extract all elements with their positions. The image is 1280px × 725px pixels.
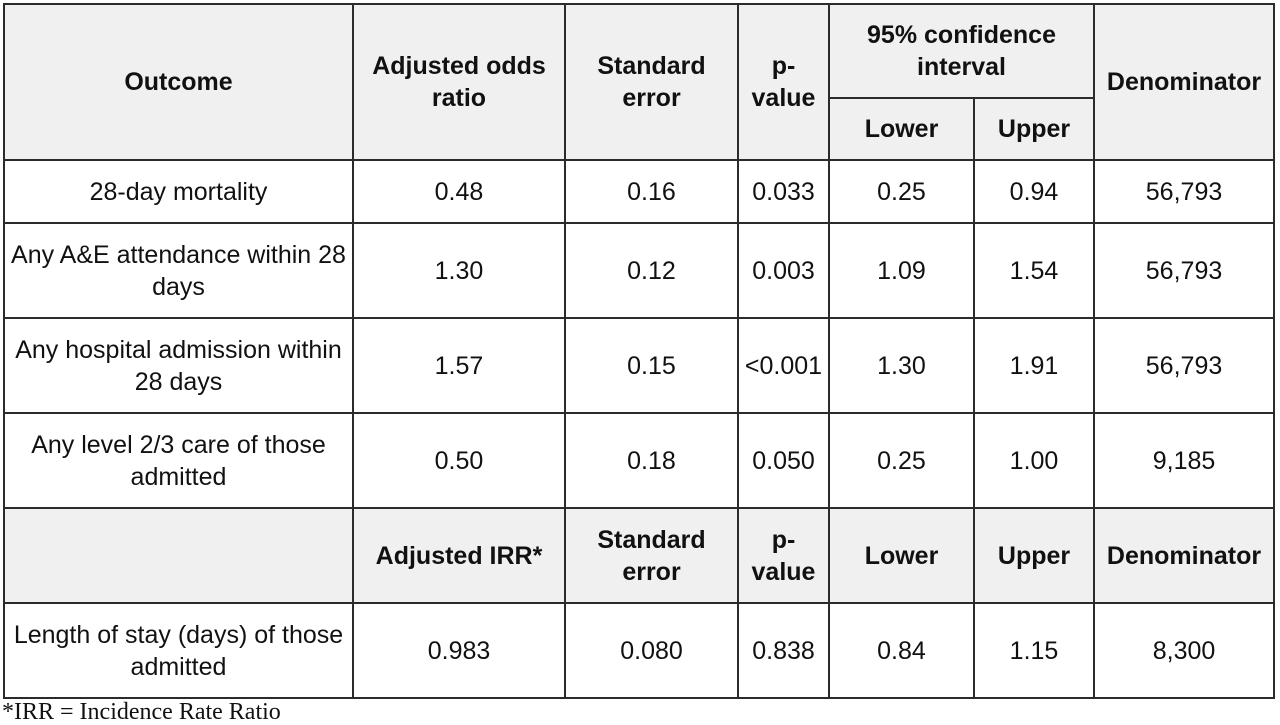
cell-outcome: Any hospital admission within 28 days	[3, 317, 354, 414]
cell-estimate: 0.983	[352, 602, 566, 699]
cell-p-value: 0.050	[737, 412, 830, 509]
cell-denominator: 9,185	[1093, 412, 1276, 509]
cell-estimate: 0.48	[352, 159, 566, 224]
table-row: Any level 2/3 care of those admitted 0.5…	[3, 412, 1276, 509]
header-adjusted-odds-ratio: Adjusted odds ratio	[352, 3, 566, 161]
header-outcome: Outcome	[3, 3, 354, 161]
cell-p-value: 0.003	[737, 222, 830, 319]
irr-header-row: Adjusted IRR* Standard error p-value Low…	[3, 507, 1276, 604]
cell-lower: 0.84	[828, 602, 975, 699]
cell-upper: 0.94	[972, 159, 1096, 224]
cell-upper: 1.91	[972, 317, 1096, 414]
cell-estimate: 1.57	[352, 317, 566, 414]
cell-upper: 1.15	[972, 602, 1096, 699]
header-p-value: p-value	[737, 3, 830, 161]
table-row: Length of stay (days) of those admitted …	[3, 602, 1276, 699]
cell-p-value: 0.838	[737, 602, 830, 699]
cell-lower: 1.09	[828, 222, 975, 319]
header-standard-error: Standard error	[564, 3, 739, 161]
cell-estimate: 1.30	[352, 222, 566, 319]
header2-p-value: p-value	[737, 507, 830, 604]
cell-denominator: 8,300	[1093, 602, 1276, 699]
cell-standard-error: 0.18	[564, 412, 739, 509]
cell-lower: 1.30	[828, 317, 975, 414]
cell-outcome: Any level 2/3 care of those admitted	[3, 412, 354, 509]
header-lower: Lower	[828, 97, 975, 161]
results-table: Outcome Adjusted odds ratio Standard err…	[3, 3, 1276, 699]
cell-standard-error: 0.080	[564, 602, 739, 699]
header2-outcome	[3, 507, 354, 604]
cell-p-value: 0.033	[737, 159, 830, 224]
cell-denominator: 56,793	[1093, 159, 1276, 224]
table-row: 28-day mortality 0.48 0.16 0.033 0.25 0.…	[3, 159, 1276, 224]
cell-standard-error: 0.15	[564, 317, 739, 414]
cell-outcome: Length of stay (days) of those admitted	[3, 602, 354, 699]
table-row: Any A&E attendance within 28 days 1.30 0…	[3, 222, 1276, 319]
cell-estimate: 0.50	[352, 412, 566, 509]
cell-denominator: 56,793	[1093, 222, 1276, 319]
cell-p-value: <0.001	[737, 317, 830, 414]
header-upper: Upper	[972, 97, 1096, 161]
footnote: *IRR = Incidence Rate Ratio	[2, 699, 281, 725]
cell-outcome: Any A&E attendance within 28 days	[3, 222, 354, 319]
header-denominator: Denominator	[1093, 3, 1276, 161]
header2-standard-error: Standard error	[564, 507, 739, 604]
header2-upper: Upper	[972, 507, 1096, 604]
cell-lower: 0.25	[828, 412, 975, 509]
cell-upper: 1.54	[972, 222, 1096, 319]
cell-upper: 1.00	[972, 412, 1096, 509]
header-confidence-interval: 95% confidence interval	[827, 3, 1096, 99]
cell-standard-error: 0.16	[564, 159, 739, 224]
header2-adjusted-irr: Adjusted IRR*	[352, 507, 566, 604]
header2-denominator: Denominator	[1093, 507, 1276, 604]
table-row: Any hospital admission within 28 days 1.…	[3, 317, 1276, 414]
cell-standard-error: 0.12	[564, 222, 739, 319]
cell-lower: 0.25	[828, 159, 975, 224]
header2-lower: Lower	[828, 507, 975, 604]
cell-outcome: 28-day mortality	[3, 159, 354, 224]
cell-denominator: 56,793	[1093, 317, 1276, 414]
